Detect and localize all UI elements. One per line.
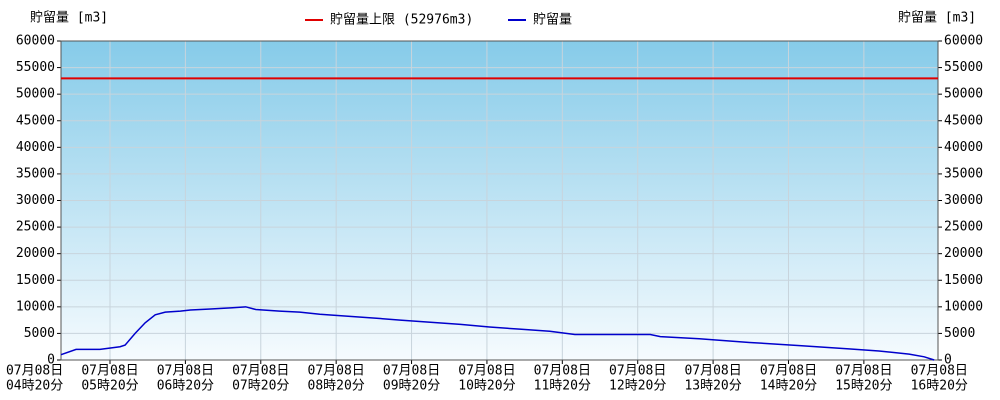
data-line — [60, 306, 935, 361]
y2-tick-label: 20000 — [944, 246, 983, 261]
y2-tick-label: 0 — [944, 353, 952, 368]
x-tick-label: 07月08日 — [308, 364, 365, 379]
y-tick-label: 45000 — [16, 113, 55, 128]
y-tick-label: 50000 — [16, 87, 55, 102]
legend-label: 貯留量上限 (52976m3) — [330, 13, 473, 28]
y2-tick-label: 35000 — [944, 166, 983, 181]
x-tick-label: 07月08日 — [835, 364, 892, 379]
y2-tick-label: 5000 — [944, 326, 975, 341]
y-tick-label: 0 — [47, 353, 55, 368]
y2-tick-label: 25000 — [944, 220, 983, 235]
y2-tick-label: 10000 — [944, 299, 983, 314]
x-tick-label: 12時20分 — [609, 379, 666, 394]
y2-tick-label: 40000 — [944, 140, 983, 155]
y-tick-label: 20000 — [16, 246, 55, 261]
x-tick-label: 04時20分 — [6, 379, 63, 394]
x-tick-label: 07月08日 — [609, 364, 666, 379]
x-tick-label: 09時20分 — [383, 379, 440, 394]
plot-border — [60, 40, 939, 361]
y-tick-label: 15000 — [16, 273, 55, 288]
x-tick-label: 07月08日 — [911, 364, 968, 379]
y-tick-label: 5000 — [24, 326, 55, 341]
y2-tick-label: 45000 — [944, 113, 983, 128]
legend-label: 貯留量 — [533, 13, 572, 28]
x-tick-label: 07月08日 — [232, 364, 289, 379]
y2-tick-label: 60000 — [944, 34, 983, 49]
y2-tick-label: 15000 — [944, 273, 983, 288]
x-tick-label: 10時20分 — [458, 379, 515, 394]
x-tick-label: 07月08日 — [458, 364, 515, 379]
y-tick-label: 40000 — [16, 140, 55, 155]
x-tick-label: 11時20分 — [534, 379, 591, 394]
x-tick-label: 07時20分 — [232, 379, 289, 394]
x-tick-label: 08時20分 — [308, 379, 365, 394]
y-tick-label: 35000 — [16, 166, 55, 181]
y2-tick-label: 50000 — [944, 87, 983, 102]
x-tick-label: 15時20分 — [835, 379, 892, 394]
x-tick-label: 07月08日 — [81, 364, 138, 379]
y2-tick-label: 55000 — [944, 60, 983, 75]
y-tick-label: 30000 — [16, 193, 55, 208]
y-tick-label: 25000 — [16, 220, 55, 235]
x-tick-label: 14時20分 — [760, 379, 817, 394]
x-tick-label: 16時20分 — [911, 379, 968, 394]
x-tick-label: 07月08日 — [383, 364, 440, 379]
x-tick-label: 07月08日 — [760, 364, 817, 379]
x-tick-label: 07月08日 — [6, 364, 63, 379]
x-tick-label: 05時20分 — [81, 379, 138, 394]
y-axis-label: 貯留量 [m3] — [30, 11, 108, 26]
x-tick-label: 07月08日 — [534, 364, 591, 379]
x-tick-label: 07月08日 — [684, 364, 741, 379]
y2-tick-label: 30000 — [944, 193, 983, 208]
y-tick-label: 55000 — [16, 60, 55, 75]
y2-axis-label: 貯留量 [m3] — [898, 11, 976, 26]
y-tick-label: 10000 — [16, 299, 55, 314]
x-tick-label: 13時20分 — [684, 379, 741, 394]
y-tick-label: 60000 — [16, 34, 55, 49]
x-tick-label: 07月08日 — [157, 364, 214, 379]
x-tick-label: 06時20分 — [157, 379, 214, 394]
